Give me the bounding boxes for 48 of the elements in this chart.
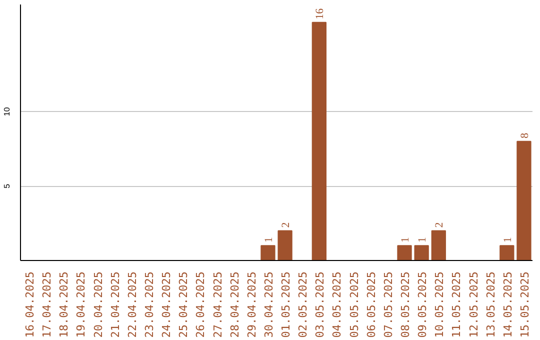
x-tick-label: 19.04.2025 xyxy=(74,271,88,338)
x-tick-label: 23.04.2025 xyxy=(143,271,156,338)
x-tick-label: 16.04.2025 xyxy=(24,271,37,338)
x-tick-label: 21.04.2025 xyxy=(108,271,122,338)
x-tick-label: 06.05.2025 xyxy=(364,271,378,338)
x-tick-label: 09.05.2025 xyxy=(416,271,430,338)
y-tick-label: 10 xyxy=(2,106,12,116)
data-label: 1 xyxy=(400,237,412,243)
data-label: 8 xyxy=(518,132,531,138)
bar xyxy=(516,140,532,260)
x-tick-label: 14.05.2025 xyxy=(501,271,514,338)
bar xyxy=(500,245,514,260)
bar xyxy=(312,22,326,260)
x-tick-label: 24.04.2025 xyxy=(160,271,174,338)
x-tick-label: 05.05.2025 xyxy=(348,271,361,338)
x-tick-label: 10.05.2025 xyxy=(433,271,446,338)
bar xyxy=(397,245,412,260)
x-tick-label: 04.05.2025 xyxy=(330,271,344,338)
data-label: 1 xyxy=(502,237,514,243)
x-tick-label: 12.05.2025 xyxy=(467,271,480,338)
x-tick-label: 29.04.2025 xyxy=(245,271,258,338)
x-tick-label: 25.04.2025 xyxy=(177,271,190,338)
bar xyxy=(260,245,276,260)
data-label: 1 xyxy=(262,237,275,243)
bar xyxy=(278,230,292,260)
x-tick-label: 01.05.2025 xyxy=(280,271,293,338)
x-tick-label: 28.04.2025 xyxy=(228,271,242,338)
y-tick-label: 5 xyxy=(2,183,12,188)
data-label: 2 xyxy=(434,222,446,228)
x-tick-label: 07.05.2025 xyxy=(382,271,395,338)
x-tick-label: 20.04.2025 xyxy=(92,271,105,338)
x-tick-label: 26.04.2025 xyxy=(194,271,208,338)
bar xyxy=(431,230,446,260)
x-tick-label: 03.05.2025 xyxy=(314,271,327,338)
x-tick-label: 17.04.2025 xyxy=(40,271,54,338)
x-tick-label: 13.05.2025 xyxy=(484,271,498,338)
x-tick-label: 15.05.2025 xyxy=(518,271,532,338)
data-label: 2 xyxy=(280,222,292,228)
x-tick-label: 02.05.2025 xyxy=(296,271,310,338)
x-tick-label: 08.05.2025 xyxy=(399,271,412,338)
data-label: 16 xyxy=(314,8,326,20)
x-tick-label: 27.04.2025 xyxy=(211,271,224,338)
x-tick-label: 18.04.2025 xyxy=(58,271,71,338)
bar xyxy=(414,245,429,260)
x-tick-label: 22.04.2025 xyxy=(126,271,139,338)
x-tick-label: 30.04.2025 xyxy=(262,271,276,338)
x-tick-label: 11.05.2025 xyxy=(450,271,464,338)
data-label: 1 xyxy=(416,237,429,243)
